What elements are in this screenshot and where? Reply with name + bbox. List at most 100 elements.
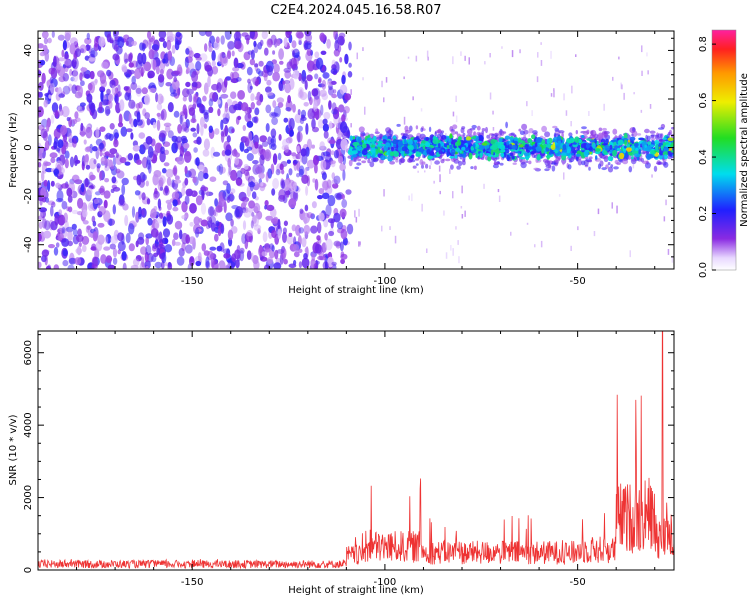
spectrogram-cell [424,170,426,173]
spectrogram-cell [534,244,536,248]
spectrogram-cell [138,101,143,109]
spectrogram-cell [224,149,232,156]
spectrogram-cell [318,212,325,222]
spectrogram-cell [331,150,335,156]
spectrogram-cell [185,244,193,254]
spectrogram-cell [204,112,210,123]
spectrogram-cell [325,154,332,163]
spectrogram-cell [215,220,220,227]
spectrogram-cell [171,191,180,200]
spectrogram-cell [470,166,474,170]
spectrogram-cell [536,153,541,161]
spectrogram-cell [283,37,288,48]
spectrogram-cell [222,128,227,138]
spectrogram-cell [150,208,157,219]
spectrogram-cell [500,152,505,158]
spectrogram-cell [231,50,235,57]
spectrogram-cell [112,39,118,50]
spectrogram-cell [211,65,219,75]
spectrogram-cell [333,240,341,247]
spectrogram-cell [259,93,264,103]
spectrogram-cell [85,164,91,170]
spectrogram-cell [179,114,183,125]
spectrogram-cell [184,56,189,68]
spectrogram-cell [146,118,151,126]
spectrogram-cell [654,144,659,151]
spectrogram-cell [331,261,337,266]
spectrogram-cell [145,265,149,269]
spectrogram-cell [64,31,72,40]
spectrogram-cell [97,222,105,228]
spectrogram-cell [361,143,367,149]
spectrogram-cell [173,165,178,177]
spectrogram-cell [477,134,484,142]
spectrogram-cell [438,165,441,172]
spectrogram-cell [292,103,296,113]
spectrogram-cell [563,172,565,180]
colorbar-label: Normalized spectral amplitude [739,73,750,227]
spectrogram-cell [262,231,268,243]
spectrogram-cell [105,255,113,264]
spectrogram-cell [128,223,135,235]
spectrogram-cell [392,139,397,145]
spectrogram-cell [253,224,262,231]
spectrogram-cell [185,234,190,244]
spectrogram-cell [314,73,319,80]
spectrogram-cell [635,147,639,151]
spectrogram-cell [356,162,362,166]
spectrogram-cell [99,185,105,196]
spectrogram-cell [67,264,75,269]
spectrogram-cell [253,202,261,214]
spectrogram-cell [144,112,150,120]
spectrogram-cell [460,127,465,134]
colorbar-tick-label: 0.8 [698,36,709,52]
spectrogram-cell [312,126,319,133]
spectrogram-cell [603,131,608,138]
spectrogram-cell [452,124,458,130]
figure-title: C2E4.2024.045.16.58.R07 [270,3,441,18]
colorbar-ticks: 0.0 0.2 0.4 0.6 0.8 [698,36,716,278]
spectrogram-cell [306,74,313,82]
spectrogram-cell [525,160,529,163]
spectrogram-cell [104,235,109,244]
spectrogram-cell [192,132,198,138]
spectrogram-cell [469,127,476,131]
spectrogram-cell [242,124,246,132]
spectrogram-cell [125,73,131,79]
spectrogram-cell [298,261,302,269]
spectrogram-cell [459,149,462,154]
spectrogram-cell [83,139,87,145]
spectrogram-cell [442,158,445,161]
spectrogram-xlabel: Height of straight line (km) [288,285,424,296]
spectrogram-cell [80,183,85,193]
spectrogram-cell [71,174,80,183]
spectrogram-cell [519,157,526,160]
spectrogram-cell [183,150,192,163]
spectrogram-cell [162,58,166,64]
spectrogram-cell [159,212,164,220]
spectrogram-cell [641,70,643,76]
snr-frame [37,330,675,571]
spectrogram-cell [273,63,280,74]
spectrogram-cell [223,107,230,119]
spectrogram-cell [197,171,205,182]
spectrogram-cell [45,167,53,173]
spectrogram-cell [414,158,420,161]
spectrogram-cell [135,85,142,97]
spectrogram-cell [475,140,483,144]
spectrogram-cell [211,222,216,232]
spectrogram-cell [397,140,404,148]
spectrogram-cell [173,76,178,83]
spectrogram-cell [283,79,291,85]
spectrogram-cell [550,144,556,151]
spectrogram-cell [38,81,44,91]
spectrogram-cell [186,88,194,95]
snr-background [38,331,674,570]
spectrogram-cell [63,59,72,66]
spectrogram-cell [265,171,269,183]
spectrogram-cell [526,222,529,225]
spectrogram-cell [575,54,577,57]
spectrogram-cell [162,228,171,238]
spectrogram-cell [157,93,164,105]
spectrogram-cell [77,197,84,209]
